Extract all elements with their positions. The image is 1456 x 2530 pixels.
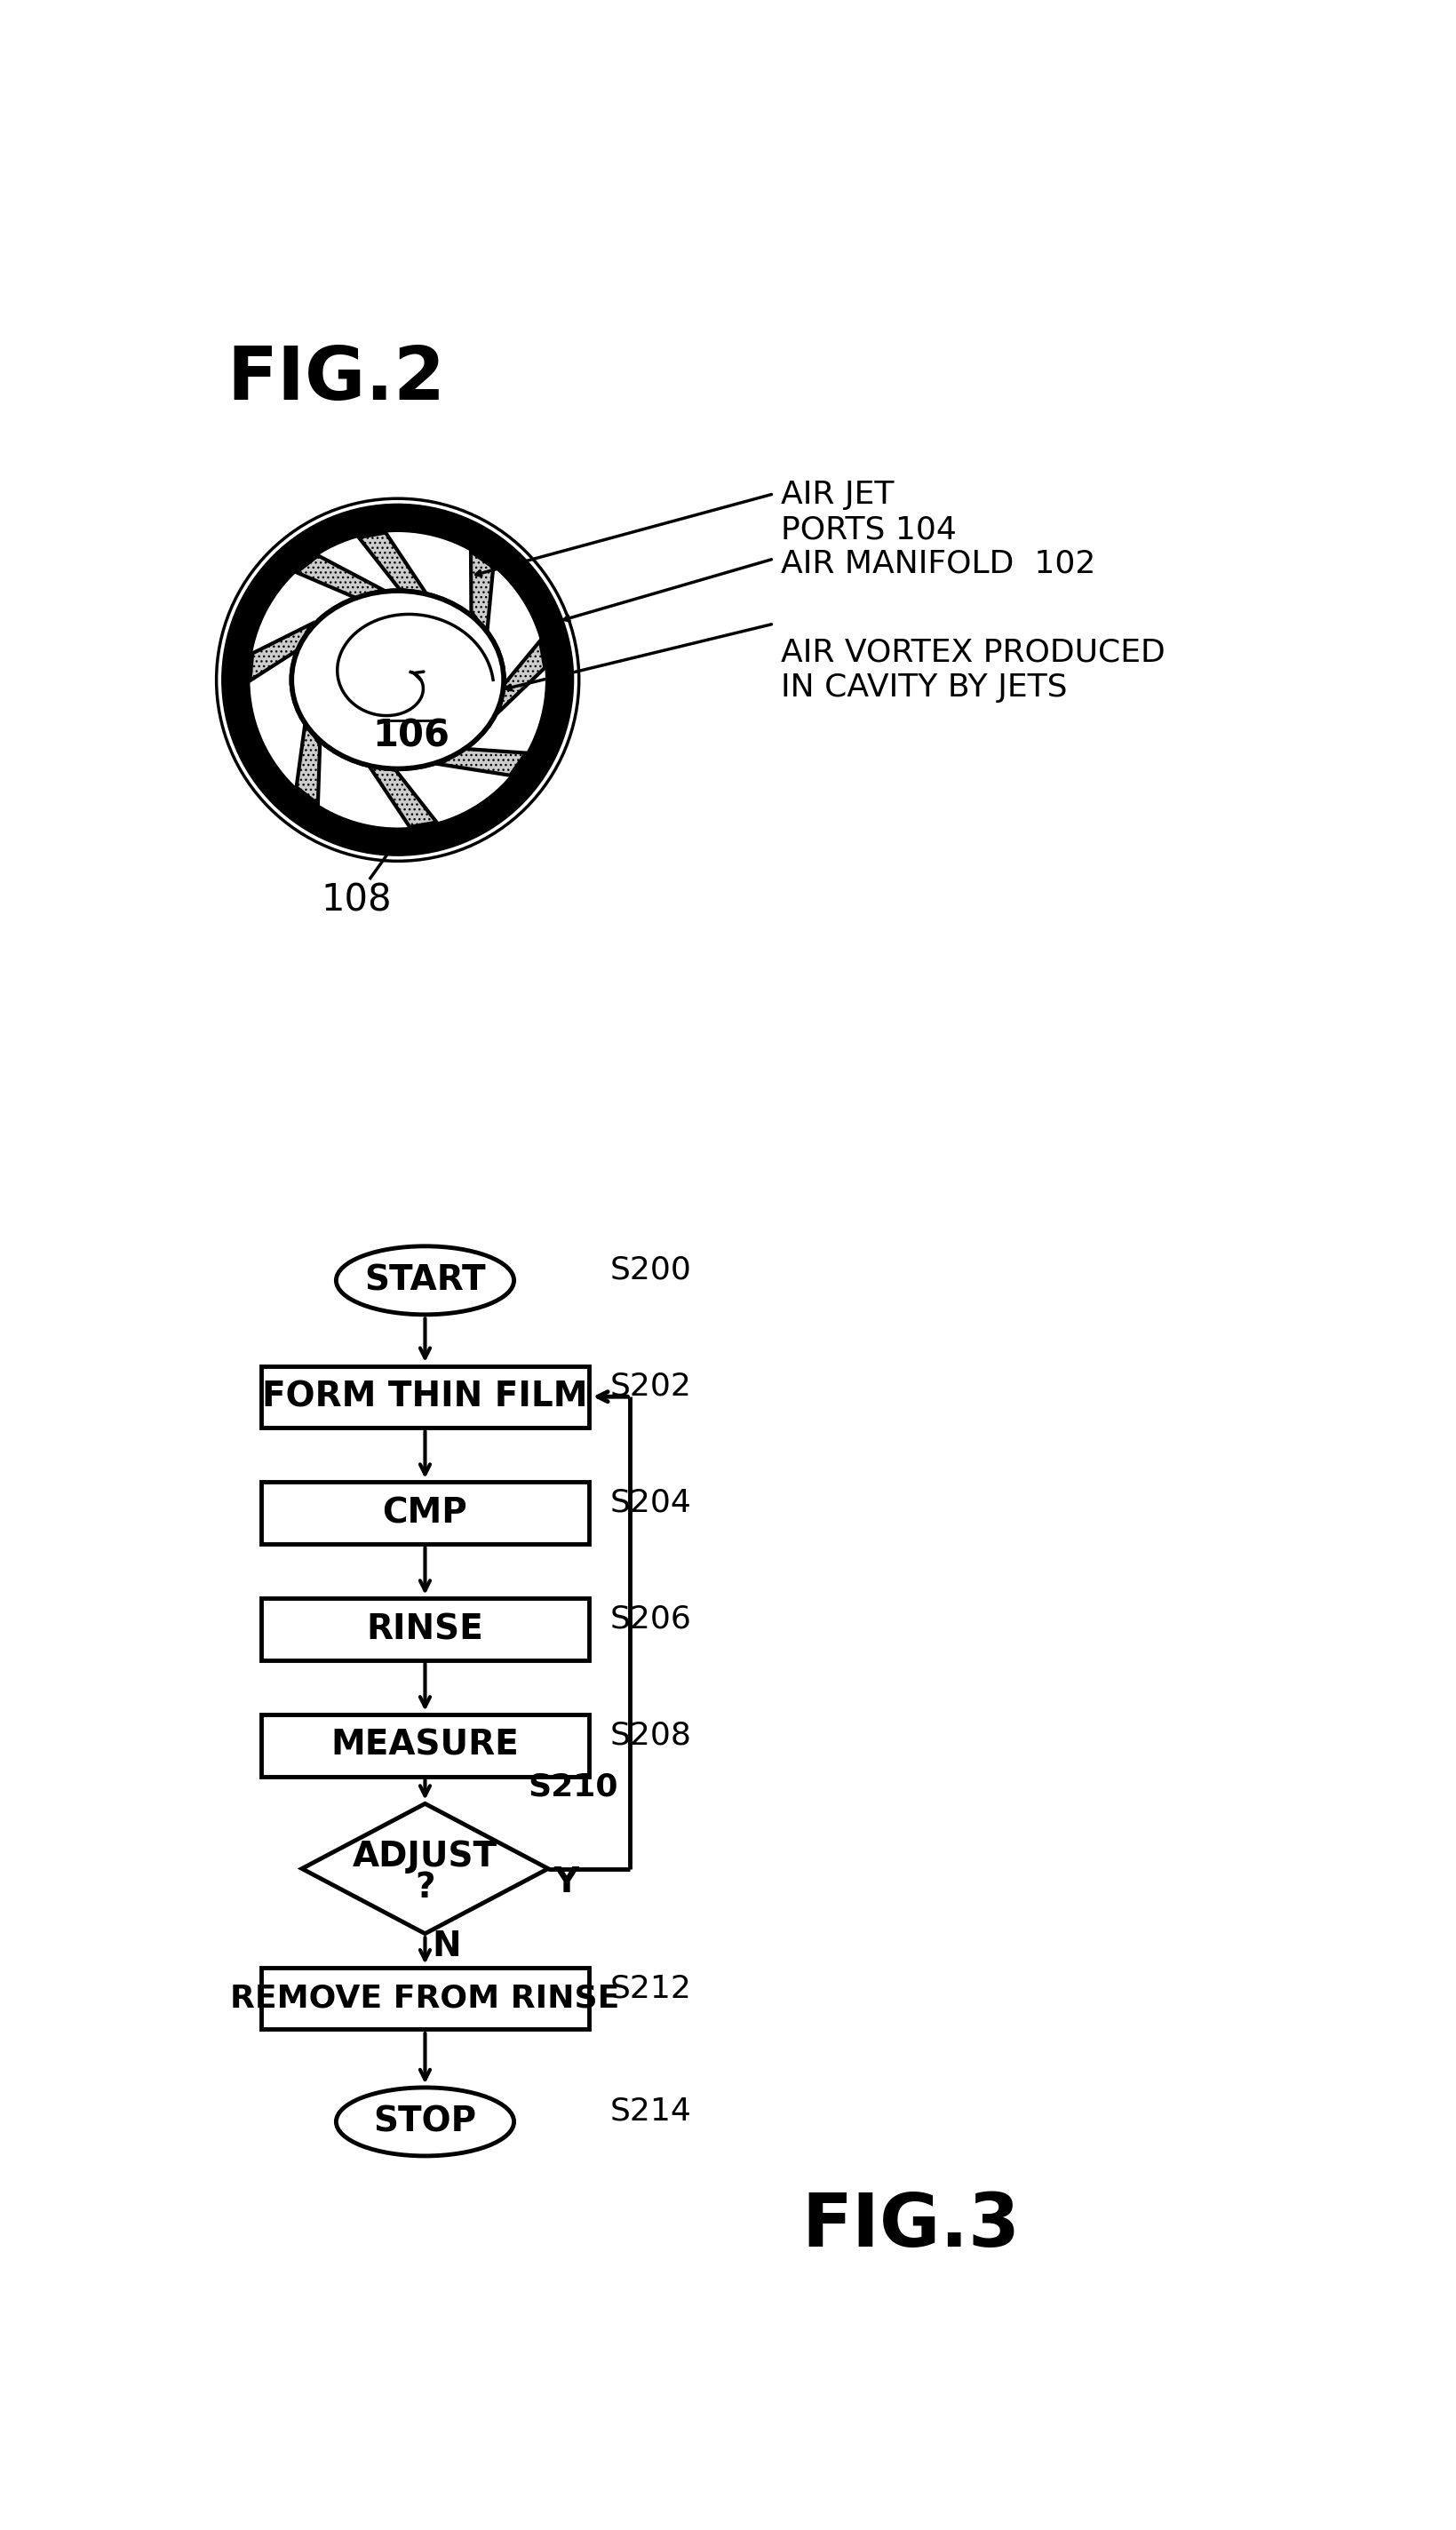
Text: MEASURE: MEASURE — [331, 1728, 520, 1763]
Text: AIR MANIFOLD  102: AIR MANIFOLD 102 — [780, 549, 1095, 579]
Bar — [261, 1968, 590, 2029]
Ellipse shape — [336, 2087, 514, 2156]
Polygon shape — [297, 721, 320, 805]
Text: FIG.2: FIG.2 — [227, 344, 446, 415]
Text: N: N — [432, 1928, 462, 1963]
Polygon shape — [297, 557, 383, 597]
Polygon shape — [470, 552, 494, 635]
Text: START: START — [364, 1262, 486, 1298]
Text: S212: S212 — [610, 1973, 692, 2004]
Text: REMOVE FROM RINSE: REMOVE FROM RINSE — [230, 1984, 620, 2014]
Text: STOP: STOP — [374, 2105, 476, 2138]
Text: S200: S200 — [610, 1255, 692, 1285]
Text: AIR JET
PORTS 104: AIR JET PORTS 104 — [780, 481, 957, 546]
Text: 106: 106 — [373, 719, 450, 754]
Text: S208: S208 — [610, 1720, 692, 1751]
Text: Y: Y — [553, 1865, 578, 1900]
Text: S204: S204 — [610, 1488, 692, 1518]
Text: S206: S206 — [610, 1604, 692, 1634]
Text: ?: ? — [415, 1870, 435, 1905]
Text: AIR VORTEX PRODUCED
IN CAVITY BY JETS: AIR VORTEX PRODUCED IN CAVITY BY JETS — [780, 638, 1165, 703]
Polygon shape — [358, 534, 427, 595]
Circle shape — [250, 534, 545, 827]
Circle shape — [213, 496, 582, 865]
Bar — [261, 1366, 590, 1427]
Ellipse shape — [291, 592, 504, 769]
Polygon shape — [368, 767, 437, 827]
Ellipse shape — [291, 592, 504, 769]
Polygon shape — [250, 625, 310, 681]
Circle shape — [221, 503, 574, 855]
Text: 108: 108 — [322, 880, 392, 918]
Text: FIG.3: FIG.3 — [801, 2191, 1019, 2262]
Text: S210: S210 — [527, 1771, 617, 1801]
Polygon shape — [301, 1804, 547, 1933]
Text: ADJUST: ADJUST — [352, 1839, 498, 1872]
Bar — [261, 1483, 590, 1543]
Bar — [261, 1599, 590, 1660]
Ellipse shape — [336, 1247, 514, 1316]
Polygon shape — [499, 640, 545, 711]
Text: S202: S202 — [610, 1371, 692, 1402]
Bar — [261, 1715, 590, 1776]
Text: S214: S214 — [610, 2097, 692, 2128]
Text: FORM THIN FILM: FORM THIN FILM — [262, 1379, 588, 1414]
Text: CMP: CMP — [383, 1495, 467, 1531]
Text: RINSE: RINSE — [367, 1612, 483, 1647]
Polygon shape — [440, 749, 526, 774]
